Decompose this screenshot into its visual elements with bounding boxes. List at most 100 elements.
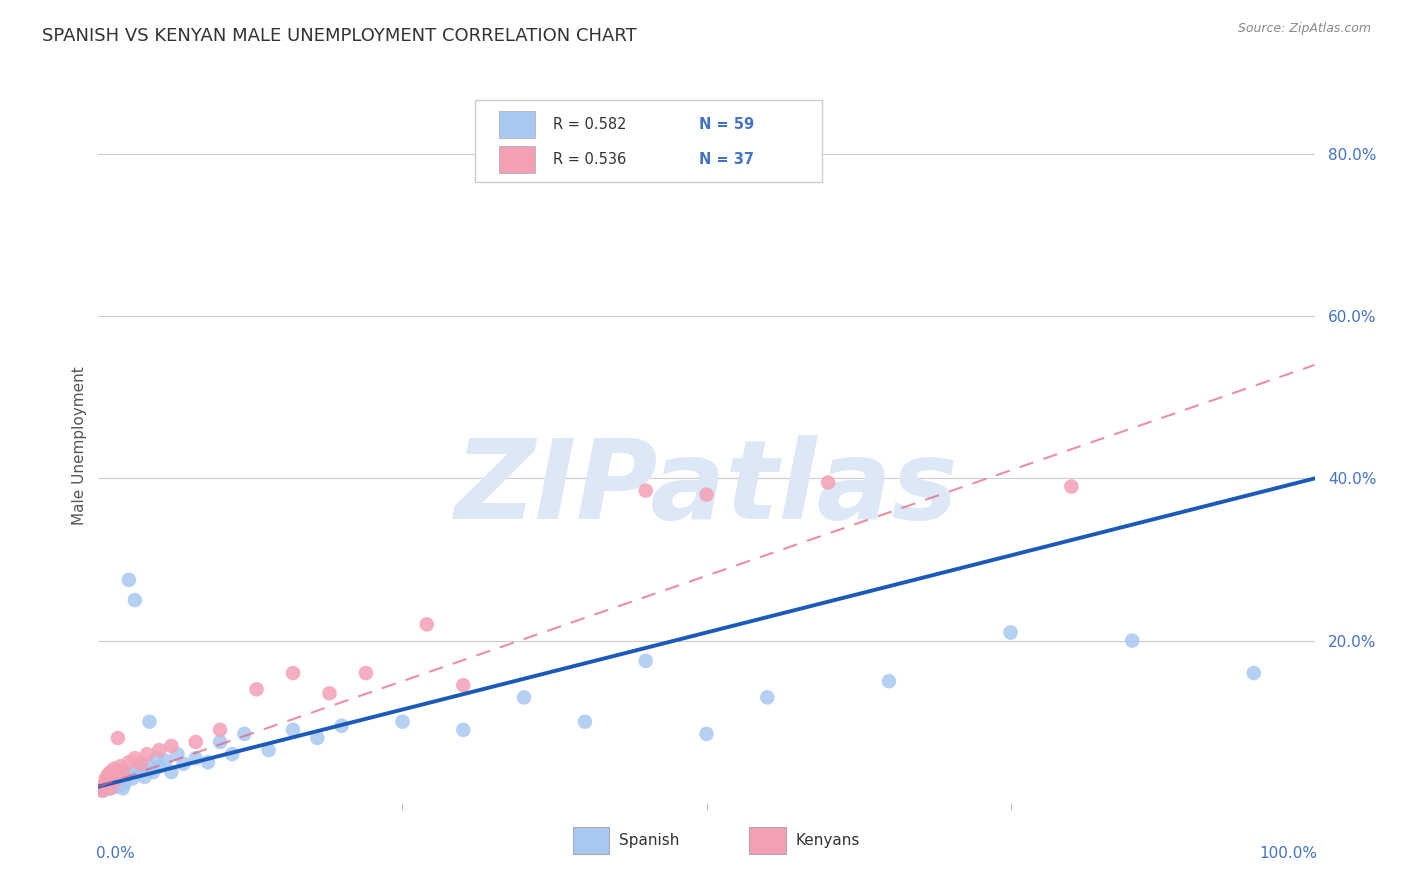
Point — [96, 778, 118, 792]
Point — [118, 573, 141, 587]
Point — [91, 783, 114, 797]
Point — [696, 488, 718, 502]
Point — [696, 727, 718, 741]
Point — [121, 772, 143, 786]
Point — [118, 764, 141, 779]
Point — [817, 475, 839, 490]
Point — [124, 751, 146, 765]
Point — [101, 767, 124, 781]
Point — [110, 759, 132, 773]
Point — [94, 781, 117, 796]
Point — [634, 654, 657, 668]
Point — [136, 756, 159, 771]
Point — [245, 682, 267, 697]
Point — [634, 483, 657, 498]
Point — [105, 780, 128, 794]
Point — [94, 775, 117, 789]
Point — [307, 731, 329, 745]
Point — [108, 772, 131, 786]
Bar — [749, 827, 786, 855]
Point — [318, 686, 340, 700]
Point — [93, 780, 115, 794]
Text: N = 37: N = 37 — [699, 153, 754, 167]
Point — [129, 762, 152, 776]
Point — [107, 731, 129, 745]
Point — [91, 783, 114, 797]
Point — [112, 770, 135, 784]
Bar — [499, 146, 536, 173]
Point — [184, 751, 207, 765]
Point — [146, 751, 169, 765]
Point — [391, 714, 413, 729]
Point — [148, 759, 170, 773]
Text: Spanish: Spanish — [619, 833, 679, 848]
Point — [574, 714, 596, 729]
Point — [877, 674, 900, 689]
Point — [101, 772, 124, 786]
Point — [98, 770, 121, 784]
Point — [124, 593, 146, 607]
Point — [105, 764, 128, 779]
Point — [453, 678, 475, 692]
Text: 0.0%: 0.0% — [96, 846, 135, 861]
Point — [104, 775, 127, 789]
Point — [103, 762, 125, 776]
FancyBboxPatch shape — [475, 100, 823, 182]
Point — [97, 767, 120, 781]
Point — [118, 756, 141, 770]
Point — [97, 775, 120, 789]
Point — [257, 743, 280, 757]
Point — [129, 756, 152, 771]
Point — [100, 781, 122, 796]
Point — [184, 735, 207, 749]
Point — [134, 770, 156, 784]
Point — [209, 735, 232, 749]
Point — [114, 775, 136, 789]
Point — [160, 739, 183, 753]
Text: SPANISH VS KENYAN MALE UNEMPLOYMENT CORRELATION CHART: SPANISH VS KENYAN MALE UNEMPLOYMENT CORR… — [42, 27, 637, 45]
Point — [104, 773, 127, 788]
Text: 100.0%: 100.0% — [1258, 846, 1317, 861]
Point — [1000, 625, 1022, 640]
Point — [105, 764, 128, 779]
Point — [166, 747, 188, 761]
Point — [1243, 666, 1265, 681]
Point — [221, 747, 243, 761]
Bar — [572, 827, 609, 855]
Point — [281, 666, 304, 681]
Point — [100, 781, 122, 796]
Bar — [499, 111, 536, 138]
Point — [330, 719, 353, 733]
Point — [111, 764, 134, 778]
Text: N = 59: N = 59 — [699, 117, 755, 132]
Point — [155, 754, 177, 768]
Point — [103, 770, 125, 784]
Point — [281, 723, 304, 737]
Point — [1060, 479, 1083, 493]
Point — [91, 781, 114, 796]
Point — [173, 756, 195, 771]
Point — [93, 778, 115, 792]
Point — [97, 772, 120, 786]
Text: Source: ZipAtlas.com: Source: ZipAtlas.com — [1237, 22, 1371, 36]
Text: Kenyans: Kenyans — [796, 833, 859, 848]
Point — [110, 764, 132, 778]
Point — [110, 778, 132, 792]
Point — [416, 617, 439, 632]
Point — [756, 690, 779, 705]
Text: ZIPatlas: ZIPatlas — [454, 435, 959, 542]
Point — [100, 767, 122, 781]
Point — [1121, 633, 1143, 648]
Point — [142, 764, 165, 779]
Point — [160, 764, 183, 779]
Point — [197, 756, 219, 770]
Point — [96, 773, 118, 788]
Point — [98, 773, 121, 788]
Point — [111, 781, 134, 796]
Point — [138, 714, 160, 729]
Point — [107, 775, 129, 789]
Text: R = 0.536: R = 0.536 — [554, 153, 627, 167]
Point — [209, 723, 232, 737]
Point — [101, 773, 124, 788]
Point — [453, 723, 475, 737]
